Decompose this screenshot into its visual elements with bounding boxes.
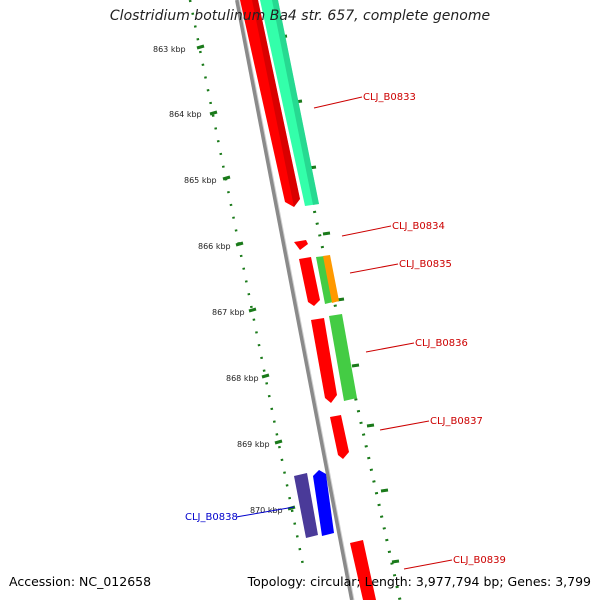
label-leaders [235,96,453,570]
gene-clj-b0838-blue[interactable] [313,470,334,536]
tick-label: 863 kbp [153,45,186,54]
gene-clj-b0834[interactable] [294,240,308,250]
tick-label: 867 kbp [212,308,245,317]
gene-clj-b0833-teal-shade [272,0,319,205]
gene-label-clj-b0835[interactable]: CLJ_B0835 [399,259,452,270]
gene-clj-b0838-navy[interactable] [294,473,318,538]
gene-clj-b0836-green[interactable] [329,314,357,401]
gene-label-clj-b0837[interactable]: CLJ_B0837 [430,416,483,427]
gene-labels: CLJ_B0833 CLJ_B0834 CLJ_B0835 CLJ_B0836 … [185,92,506,566]
genome-backbone [235,0,354,600]
gene-features [240,0,376,600]
tick-label: 870 kbp [250,506,283,515]
gene-clj-b0833-red-shade [252,0,300,207]
gene-clj-b0839[interactable] [350,540,376,600]
tick-label: 869 kbp [237,440,270,449]
tick-label: 865 kbp [184,176,217,185]
genome-summary-text: Topology: circular; Length: 3,977,794 bp… [247,574,591,589]
tick-label: 864 kbp [169,110,202,119]
gene-label-clj-b0833[interactable]: CLJ_B0833 [363,92,416,103]
map-title: Clostridium botulinum Ba4 str. 657, comp… [109,8,491,24]
gene-clj-b0837[interactable] [330,415,349,459]
gene-clj-b0836-red[interactable] [311,318,337,403]
gene-label-clj-b0836[interactable]: CLJ_B0836 [415,338,468,349]
gene-label-clj-b0838[interactable]: CLJ_B0838 [185,512,238,523]
gene-clj-b0835-red[interactable] [299,257,320,306]
genome-backbone-highlight [238,0,355,600]
tick-labels: 863 kbp 864 kbp 865 kbp 866 kbp 867 kbp … [153,45,283,515]
gene-label-clj-b0834[interactable]: CLJ_B0834 [392,221,445,232]
gene-clj-b0835-orange[interactable] [323,255,339,303]
gene-label-clj-b0839[interactable]: CLJ_B0839 [453,555,506,566]
accession-text: Accession: NC_012658 [9,574,152,589]
gene-clj-b0835-green[interactable] [316,256,333,304]
tick-label: 866 kbp [198,242,231,251]
tick-label: 868 kbp [226,374,259,383]
